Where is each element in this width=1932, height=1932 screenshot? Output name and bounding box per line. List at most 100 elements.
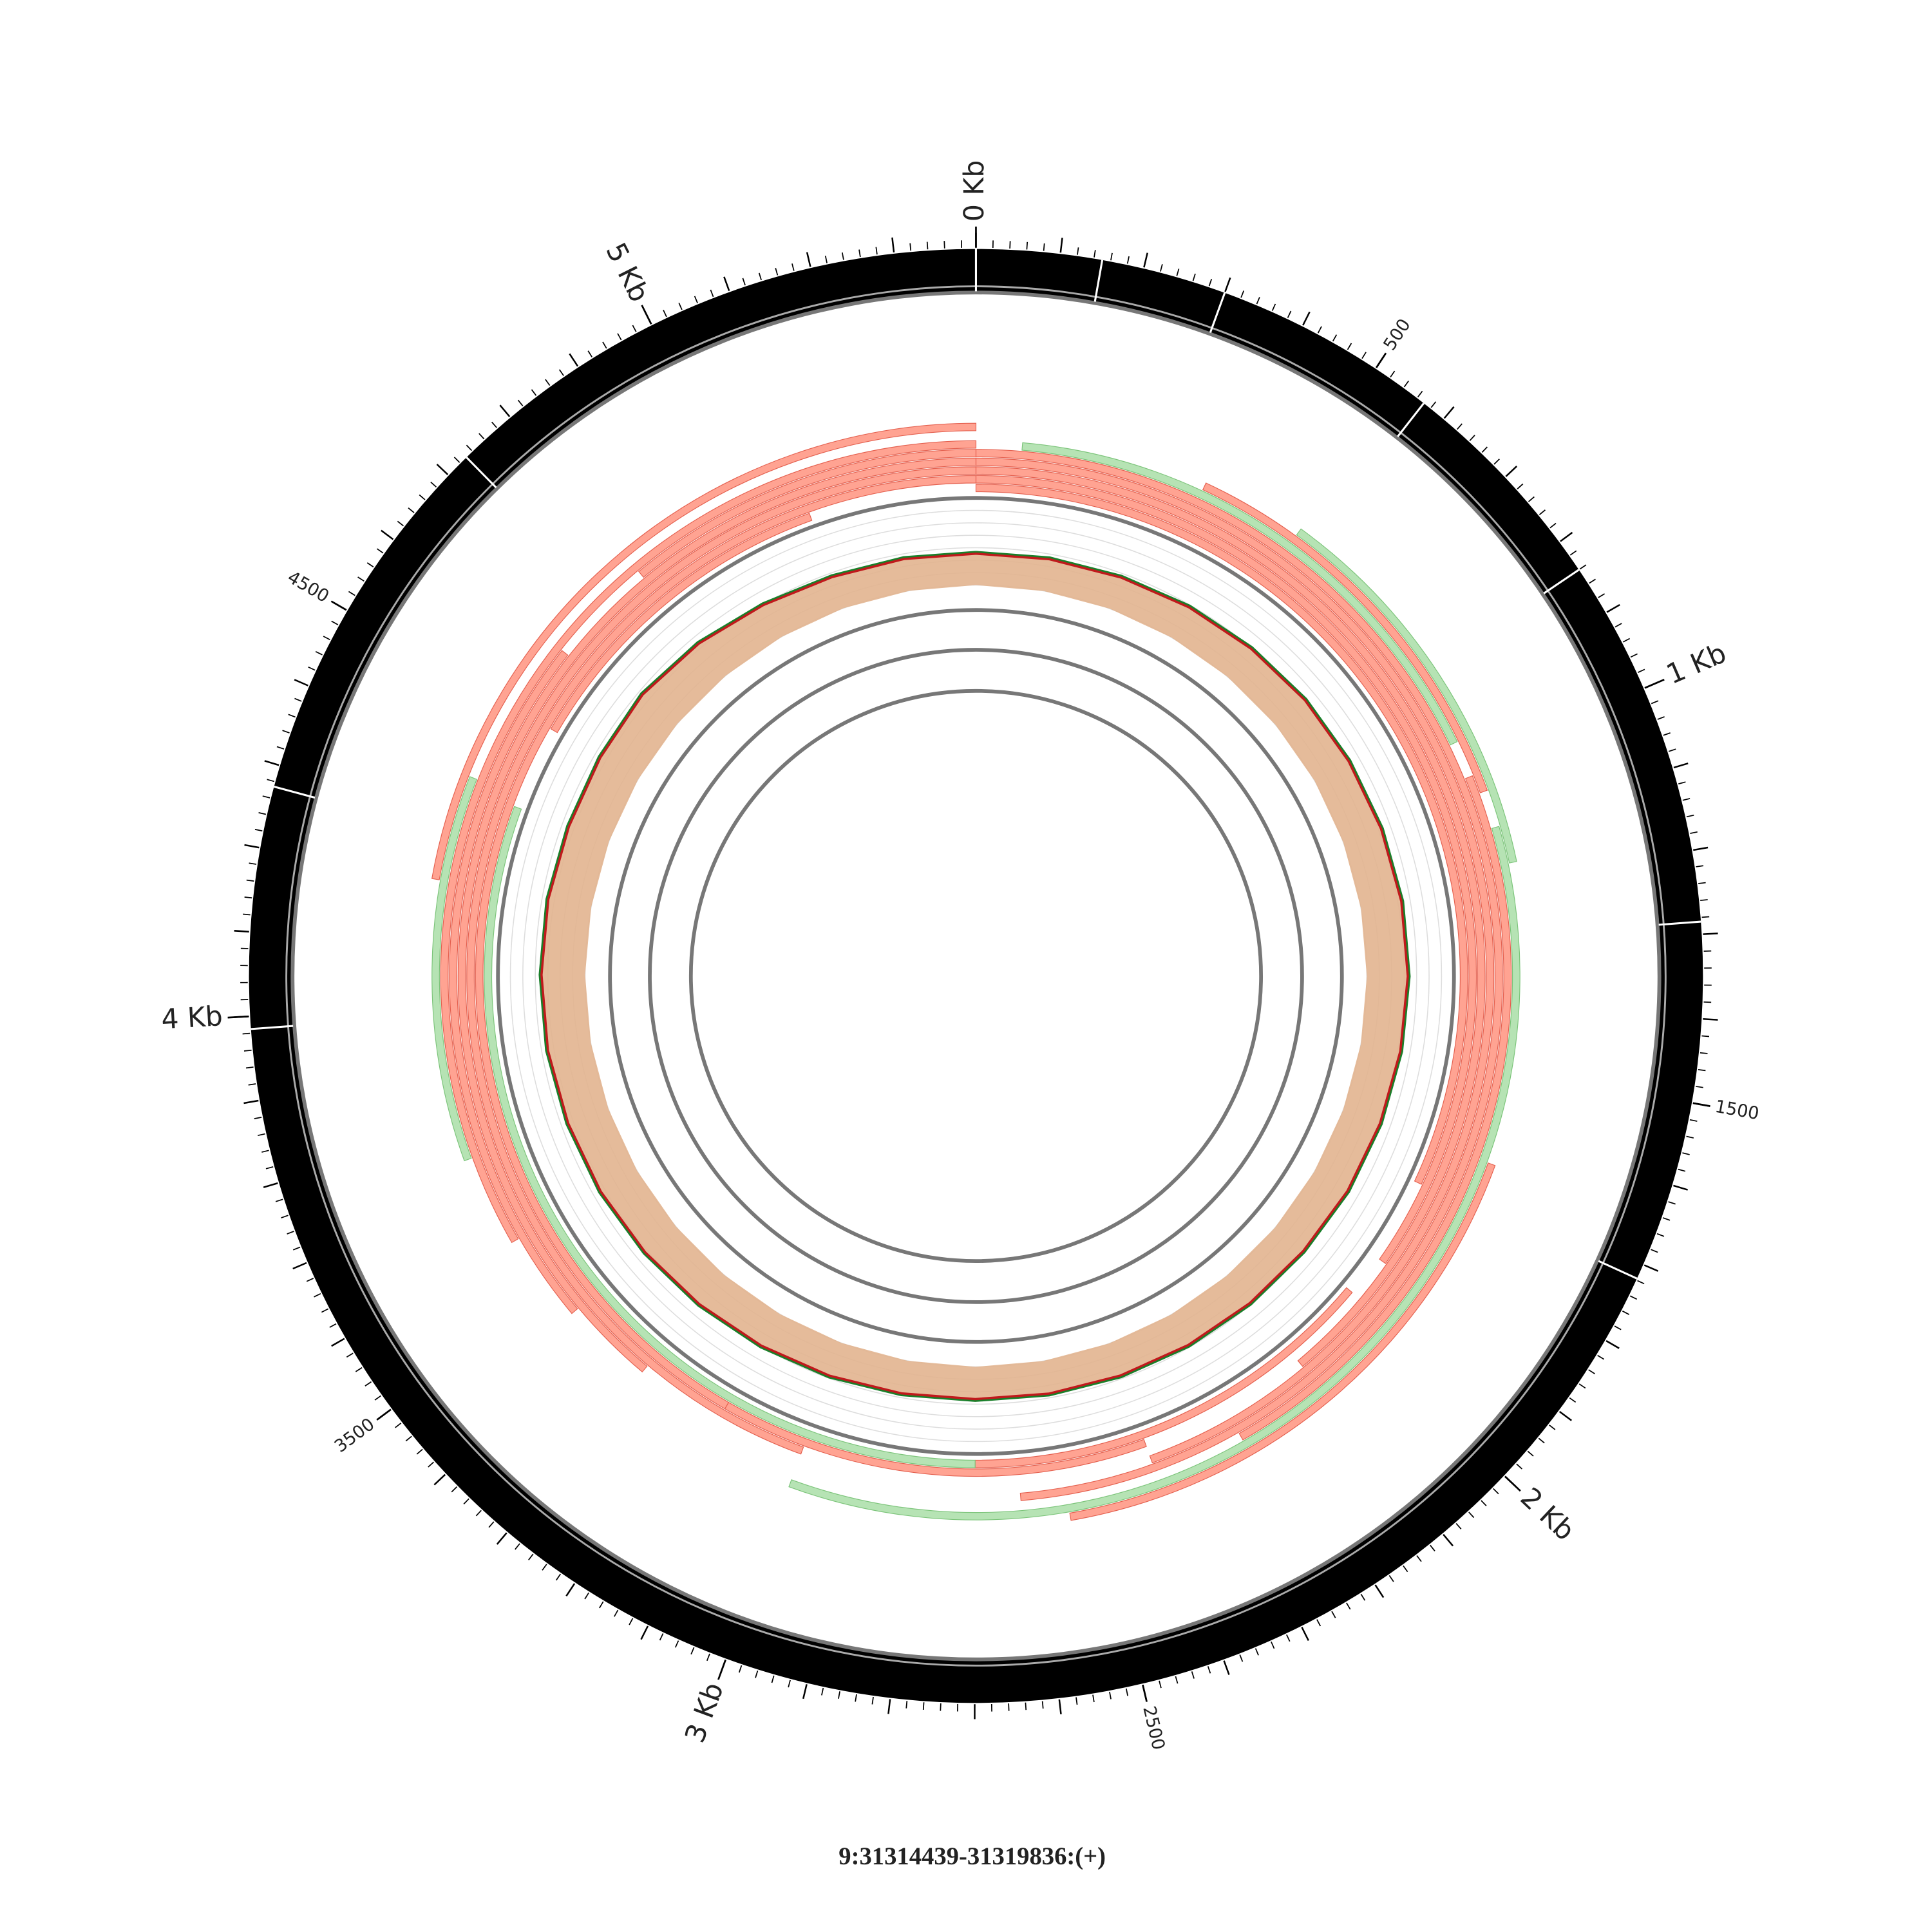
tick-mark [294, 697, 302, 702]
tick-mark [1682, 798, 1690, 801]
tick-mark [775, 268, 779, 276]
read [975, 457, 1495, 1464]
tick-mark [1569, 1397, 1577, 1403]
tick-mark [1700, 1052, 1708, 1054]
tick-mark [940, 1703, 942, 1711]
tick-mark [710, 289, 714, 298]
tick-mark [584, 1592, 589, 1600]
empty-track [648, 648, 1304, 1304]
read [975, 484, 1468, 1185]
tick-mark [315, 650, 323, 656]
tick-mark [1059, 238, 1063, 253]
tick-mark [587, 350, 593, 358]
coverage-grid [535, 535, 1417, 1417]
read [449, 650, 578, 1314]
tick-mark [1703, 933, 1718, 935]
tick-mark [1651, 1249, 1658, 1253]
tick-mark [1615, 623, 1622, 628]
tick-mark [254, 829, 263, 832]
tick-mark [1560, 531, 1573, 542]
tick-mark [528, 1553, 534, 1560]
tick-mark [1516, 1463, 1523, 1470]
band-boundary [1658, 920, 1701, 926]
tick-mark [374, 1395, 381, 1401]
read [475, 475, 977, 1410]
tick-mark [1271, 1641, 1275, 1649]
read [440, 440, 977, 1244]
tick-mark [742, 278, 746, 286]
major-tick-label: 0 Kb [959, 160, 990, 222]
tick-mark [1255, 1648, 1259, 1656]
tick-mark [542, 1564, 547, 1571]
tick-mark [249, 862, 257, 865]
tick-mark [922, 1702, 925, 1710]
tick-mark [262, 795, 270, 799]
tick-mark [1663, 732, 1671, 736]
tick-mark [1614, 1325, 1622, 1331]
tick-mark [348, 591, 355, 596]
tick-mark [306, 1278, 314, 1282]
tick-mark [629, 1618, 634, 1625]
empty-track [608, 608, 1344, 1344]
read [431, 776, 478, 1162]
tick-mark [1651, 700, 1659, 705]
tick-mark [926, 242, 929, 250]
tick-mark [308, 666, 316, 671]
tick-mark [1092, 1694, 1095, 1703]
tick-mark [1208, 278, 1213, 287]
tick-mark [1159, 1680, 1162, 1689]
tick-mark [1656, 1233, 1665, 1237]
tick-mark [788, 1680, 791, 1688]
tick-mark [674, 1640, 679, 1648]
read [431, 422, 977, 880]
tick-mark [281, 1215, 289, 1218]
tick-mark [355, 1367, 363, 1372]
tick-mark [475, 1510, 482, 1517]
tick-mark [496, 1532, 507, 1545]
tick-mark [246, 879, 254, 882]
tick-mark [276, 746, 285, 750]
tick-mark [258, 812, 267, 815]
read [1238, 775, 1512, 1441]
tick-mark [1643, 1264, 1659, 1272]
tick-mark [1160, 264, 1163, 272]
tick-mark [1481, 1500, 1487, 1506]
tick-mark [287, 1231, 294, 1235]
tick-mark [1416, 1555, 1422, 1562]
tick-mark [858, 249, 861, 258]
minor-tick-label-mark [1692, 1102, 1710, 1107]
read [550, 513, 813, 734]
tick-mark [245, 1066, 254, 1069]
tick-mark [1109, 1691, 1112, 1700]
tick-mark [875, 247, 878, 255]
tick-mark [1240, 290, 1245, 298]
tick-mark [791, 263, 795, 271]
tick-mark [545, 379, 551, 386]
tick-mark [323, 636, 330, 641]
tick-mark [1143, 252, 1148, 268]
band-boundary [274, 786, 316, 799]
tick-mark [346, 1352, 354, 1358]
tick-mark [275, 1198, 283, 1202]
band-boundary [1209, 292, 1226, 334]
tick-mark [488, 1521, 495, 1528]
read [788, 826, 1520, 1520]
band-boundary [1598, 1260, 1638, 1280]
tick-mark [1605, 1340, 1620, 1349]
tick-mark [1637, 1280, 1645, 1285]
tick-mark [1589, 578, 1596, 584]
tick-mark [1443, 1533, 1454, 1547]
tick-mark [821, 1687, 824, 1696]
tick-mark [855, 1694, 857, 1702]
tick-mark [1126, 256, 1130, 264]
tick-mark [1191, 1671, 1195, 1679]
tick-mark [1698, 882, 1706, 884]
tick-mark [617, 333, 622, 341]
tick-mark [1077, 247, 1079, 255]
major-tick-label-mark [641, 305, 652, 325]
tick-mark [1347, 343, 1352, 350]
tick-mark [1224, 277, 1231, 292]
tick-mark [254, 1117, 262, 1120]
